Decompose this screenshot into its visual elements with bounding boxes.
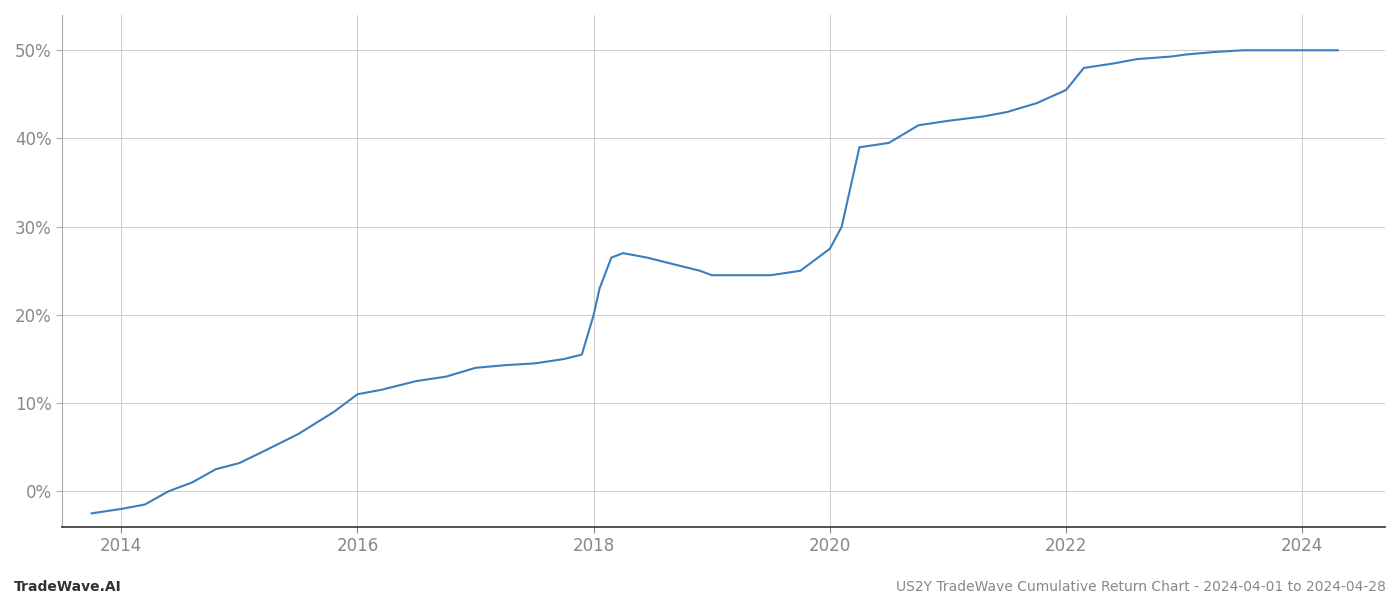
Text: TradeWave.AI: TradeWave.AI xyxy=(14,580,122,594)
Text: US2Y TradeWave Cumulative Return Chart - 2024-04-01 to 2024-04-28: US2Y TradeWave Cumulative Return Chart -… xyxy=(896,580,1386,594)
